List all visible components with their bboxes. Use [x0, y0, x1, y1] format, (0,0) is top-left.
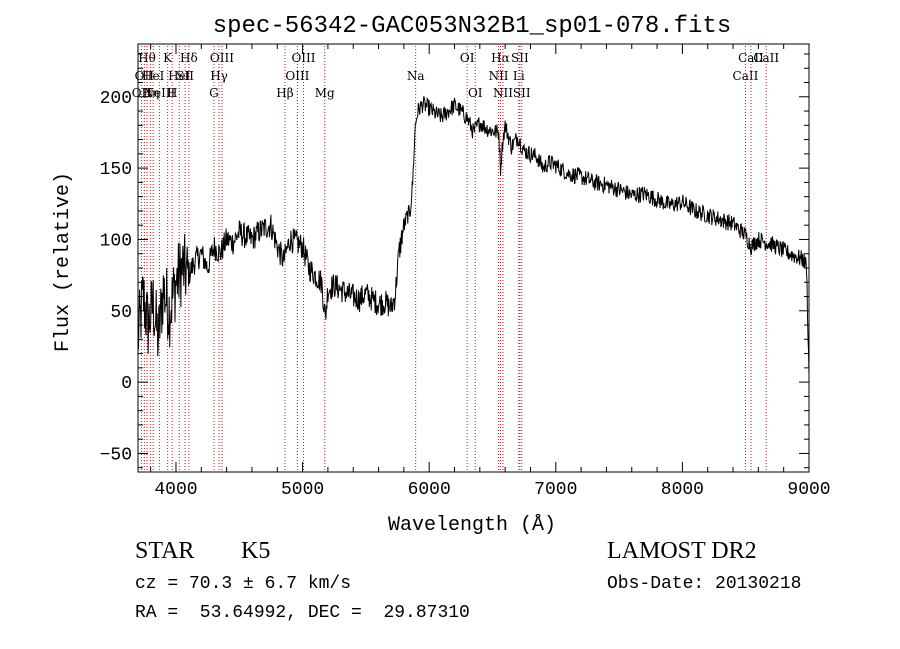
y-tick-label: 150: [100, 160, 132, 180]
plot-frame: [137, 43, 810, 473]
line-marker-label: NII: [493, 86, 513, 100]
spectrum-line: [137, 96, 810, 376]
line-marker-label: OIII: [285, 69, 309, 83]
line-marker-label: Hγ: [210, 69, 228, 83]
coordinates-radec: RA = 53.64992, DEC = 29.87310: [135, 603, 470, 623]
x-tick-label: 7000: [534, 480, 577, 500]
data-release: LAMOST DR2: [607, 538, 757, 564]
x-tick-label: 6000: [408, 480, 451, 500]
y-tick-label: −50: [100, 445, 132, 465]
line-marker-label: K: [163, 51, 173, 65]
line-marker-label: Hβ: [276, 86, 293, 100]
x-tick-label: 8000: [661, 480, 704, 500]
x-tick-label: 5000: [281, 480, 324, 500]
line-marker-label: Hα: [491, 51, 510, 65]
observation-date: Obs-Date: 20130218: [607, 574, 802, 594]
line-marker-label: SII: [176, 69, 194, 83]
object-class: STAR: [135, 538, 195, 564]
x-tick-label: 9000: [787, 480, 830, 500]
line-marker-label: Hδ: [180, 51, 198, 65]
line-marker-label: Mg: [315, 86, 335, 100]
chart-title: spec-56342-GAC053N32B1_sp01-078.fits: [213, 13, 731, 40]
line-marker-label: OII: [135, 69, 155, 83]
line-marker-label: SII: [511, 51, 529, 65]
line-marker-label: CaII: [753, 51, 779, 65]
line-marker-label: OI: [460, 51, 475, 65]
y-axis: −50 0 50 100 150 200: [100, 53, 809, 469]
x-tick-label: 4000: [154, 480, 197, 500]
y-tick-label: 0: [121, 374, 132, 394]
y-tick-label: 50: [110, 303, 132, 323]
spectrum-series: [137, 96, 810, 376]
object-subclass: K5: [241, 538, 271, 564]
y-tick-label: 200: [100, 89, 132, 109]
line-markers: OIIOIIHθHηHeINeIIIKHHeISIIHδGHγOIIIHβOII…: [132, 46, 779, 471]
line-marker-label: H: [167, 86, 177, 100]
y-tick-label: 100: [100, 231, 132, 251]
y-axis-label: Flux (relative): [52, 172, 75, 352]
line-marker-label: OIII: [210, 51, 234, 65]
line-marker-label: CaII: [738, 51, 764, 65]
x-axis-label: Wavelength (Å): [388, 514, 556, 537]
line-marker-label: Li: [513, 69, 525, 83]
line-marker-label: Na: [407, 69, 425, 83]
line-marker-label: Hθ: [138, 51, 156, 65]
line-marker-label: OI: [468, 86, 483, 100]
line-marker-label: SII: [513, 86, 531, 100]
x-axis: 4000 5000 6000 7000 8000 9000: [150, 44, 831, 500]
line-marker-label: G: [209, 86, 219, 100]
line-marker-label: NeIII: [143, 86, 175, 100]
line-marker-label: HeI: [142, 69, 165, 83]
redshift-cz: cz = 70.3 ± 6.7 km/s: [135, 574, 352, 594]
line-marker-label: NII: [489, 69, 509, 83]
line-marker-label: OIII: [291, 51, 315, 65]
line-marker-label: CaII: [733, 69, 759, 83]
